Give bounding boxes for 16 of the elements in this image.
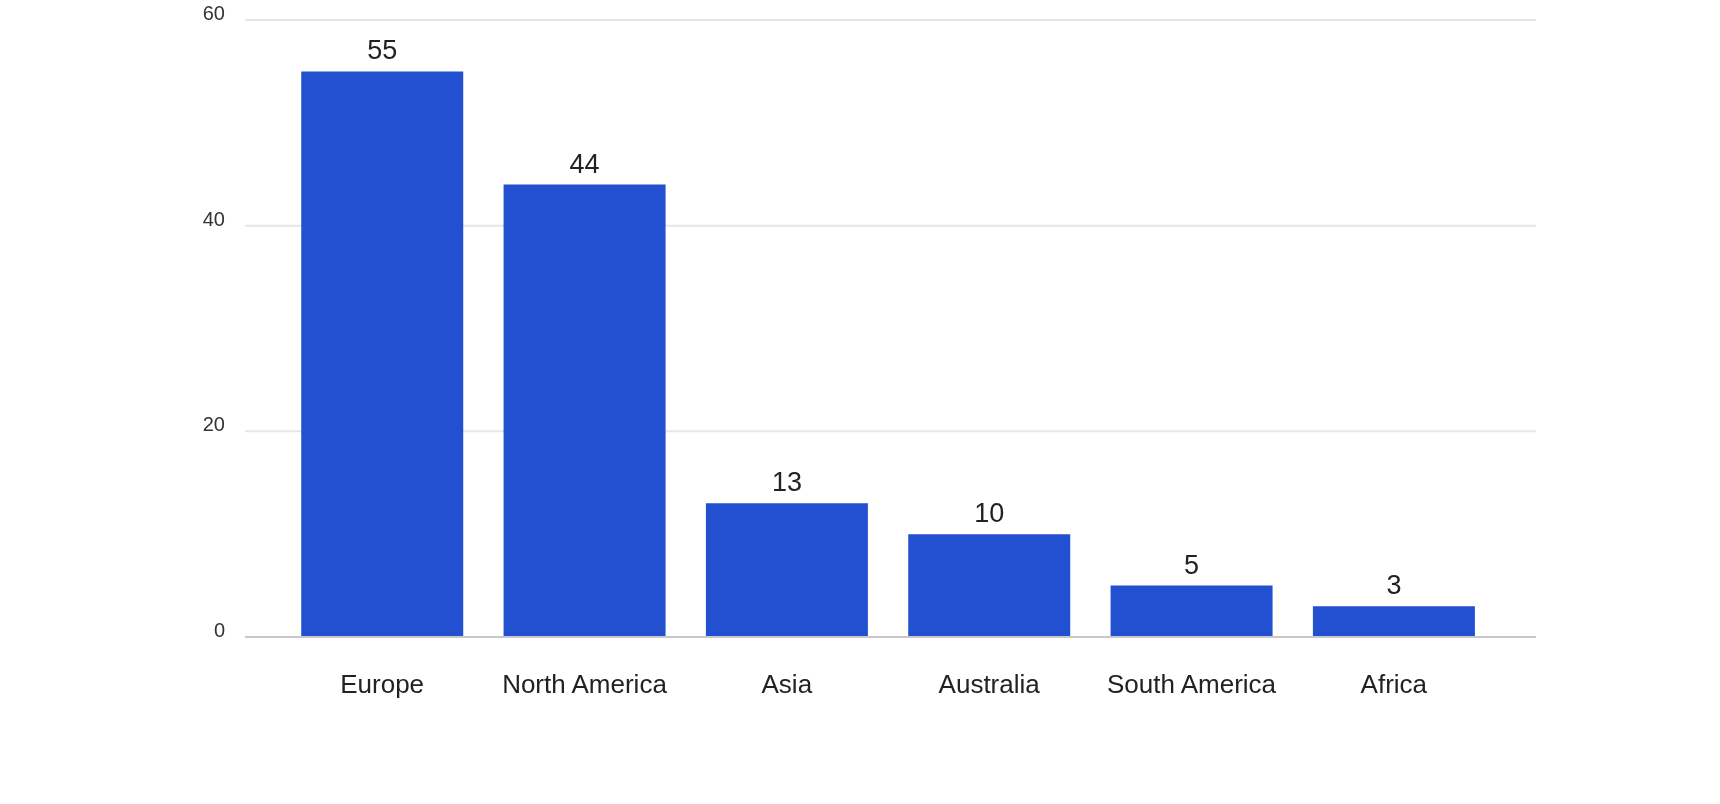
x-tick-label: Asia	[761, 669, 813, 700]
x-tick-label: Australia	[938, 669, 1041, 700]
data-label: 3	[1386, 570, 1402, 601]
y-tick-label: 20	[202, 413, 225, 436]
x-tick-label: North America	[502, 669, 668, 700]
data-label: 55	[367, 35, 398, 66]
x-tick-label: Europe	[340, 669, 425, 700]
data-label: 5	[1184, 549, 1200, 580]
x-tick-label: South America	[1106, 669, 1277, 700]
data-label: 10	[974, 498, 1005, 529]
data-label: 13	[771, 467, 802, 498]
y-tick-label: 40	[202, 207, 225, 230]
data-label: 44	[569, 148, 600, 179]
y-tick-label: 0	[213, 619, 225, 641]
x-tick-label: Africa	[1360, 669, 1428, 700]
y-tick-label: 60	[202, 2, 225, 24]
